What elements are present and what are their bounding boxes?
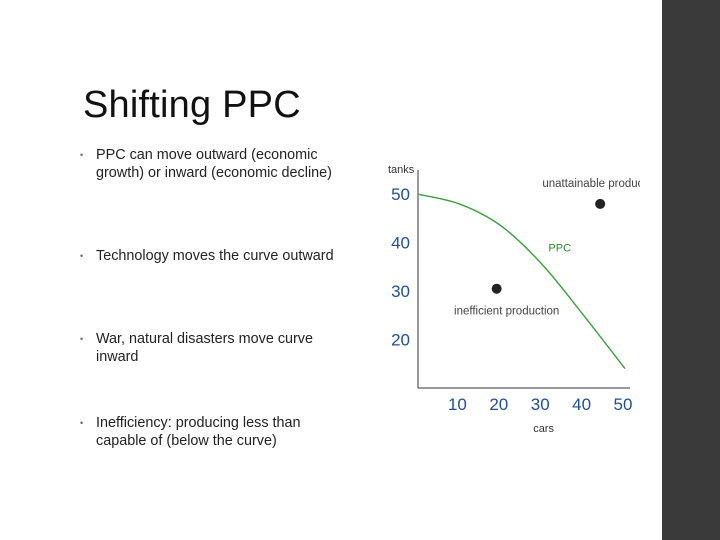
side-bar [662, 0, 720, 540]
inefficient-point [491, 283, 502, 294]
x-tick-label: 50 [614, 395, 633, 414]
ppc-series-label: PPC [548, 242, 571, 254]
bullet-marker: • [80, 334, 84, 344]
ppc-curve-line [417, 193, 626, 370]
x-tick-label: 20 [489, 395, 508, 414]
bullet-item: • Technology moves the curve outward [80, 248, 340, 266]
bullet-marker: • [80, 150, 84, 160]
bullet-item: • PPC can move outward (economic growth)… [80, 147, 340, 182]
y-tick-label: 30 [391, 282, 410, 301]
bullet-item: • War, natural disasters move curve inwa… [80, 331, 340, 366]
bullet-marker: • [80, 418, 84, 428]
bullet-text: Technology moves the curve outward [96, 248, 334, 264]
bullet-text: War, natural disasters move curve inward [96, 331, 314, 365]
bullet-text: PPC can move outward (economic growth) o… [96, 147, 332, 181]
slide-title: Shifting PPC [83, 84, 301, 126]
y-tick-label: 20 [391, 331, 410, 350]
bullet-item: • Inefficiency: producing less than capa… [80, 415, 340, 450]
y-tick-label: 50 [391, 185, 410, 204]
x-axis-title: cars [533, 423, 554, 435]
unattainable-label: unattainable production [542, 178, 640, 190]
y-tick-label: 40 [391, 234, 410, 253]
x-tick-label: 30 [531, 395, 550, 414]
unattainable-point [595, 198, 606, 209]
ppc-chart: tanks cars 20 30 40 50 10 20 30 40 50 PPC unattainab… [380, 150, 640, 440]
x-tick-label: 40 [572, 395, 591, 414]
bullet-marker: • [80, 251, 84, 261]
bullet-text: Inefficiency: producing less than capabl… [96, 415, 301, 449]
y-axis-title: tanks [388, 164, 415, 176]
x-tick-label: 10 [448, 395, 467, 414]
ppc-chart-svg: tanks cars 20 30 40 50 10 20 30 40 50 PPC unattainab… [388, 164, 640, 435]
inefficient-label: inefficient production [454, 306, 559, 318]
